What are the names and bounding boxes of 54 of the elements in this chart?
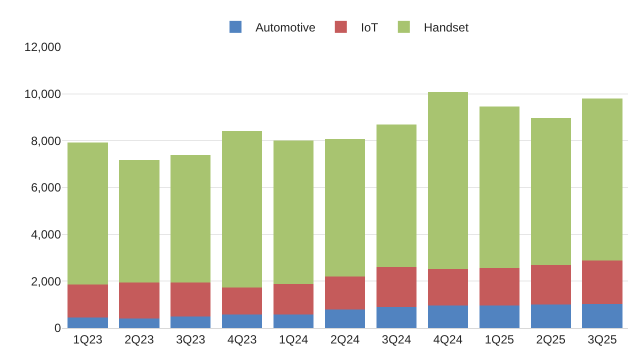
x-tick-label: 1Q25 — [484, 332, 514, 346]
bar — [68, 142, 108, 285]
bar — [376, 266, 417, 307]
y-tick-label: 0 — [54, 321, 62, 336]
bar — [376, 124, 417, 267]
bar — [479, 268, 520, 306]
bar — [222, 130, 262, 288]
bar — [376, 306, 417, 328]
x-tick-label: 2Q24 — [330, 332, 360, 346]
bar — [273, 284, 314, 315]
bar — [68, 318, 108, 328]
legend-label: Handset — [424, 20, 470, 35]
x-tick-label: 3Q23 — [176, 332, 206, 346]
y-tick-label: 8,000 — [30, 134, 62, 148]
x-tick-label: 2Q23 — [124, 332, 154, 346]
bar — [119, 282, 160, 318]
y-tick-label: 4,000 — [30, 228, 62, 242]
bar — [273, 140, 314, 284]
x-tick-label: 3Q24 — [382, 332, 412, 346]
bar — [222, 314, 262, 328]
bar — [582, 98, 622, 260]
bar — [222, 287, 262, 315]
x-tick-label: 1Q24 — [278, 332, 309, 346]
bar — [273, 314, 314, 328]
bar — [119, 318, 160, 328]
legend-label: IoT — [360, 20, 379, 35]
bar — [582, 304, 622, 328]
bar — [428, 92, 468, 269]
bar — [582, 260, 622, 304]
bar — [119, 160, 160, 283]
bar — [428, 268, 468, 306]
bar — [68, 284, 108, 318]
bar — [479, 306, 520, 328]
x-tick-label: 1Q23 — [73, 332, 103, 346]
y-tick-label: 12,000 — [24, 40, 62, 54]
x-tick-label: 2Q25 — [536, 332, 566, 346]
bar — [170, 282, 211, 316]
y-tick-label: 10,000 — [24, 87, 62, 102]
bar — [324, 309, 366, 328]
bar — [530, 304, 571, 328]
bar — [479, 106, 520, 268]
y-tick-label: 2,000 — [30, 274, 62, 288]
bar — [324, 276, 366, 310]
bar — [428, 306, 468, 328]
bar — [170, 316, 211, 328]
bar — [170, 155, 211, 283]
y-tick-label: 6,000 — [30, 180, 62, 195]
x-tick-label: 4Q23 — [227, 332, 258, 346]
x-tick-label: 4Q24 — [433, 332, 463, 346]
bar — [530, 264, 571, 305]
legend-label: Automotive — [256, 20, 316, 35]
bar — [324, 139, 366, 276]
bar — [530, 118, 571, 265]
x-tick-label: 3Q25 — [588, 332, 618, 346]
